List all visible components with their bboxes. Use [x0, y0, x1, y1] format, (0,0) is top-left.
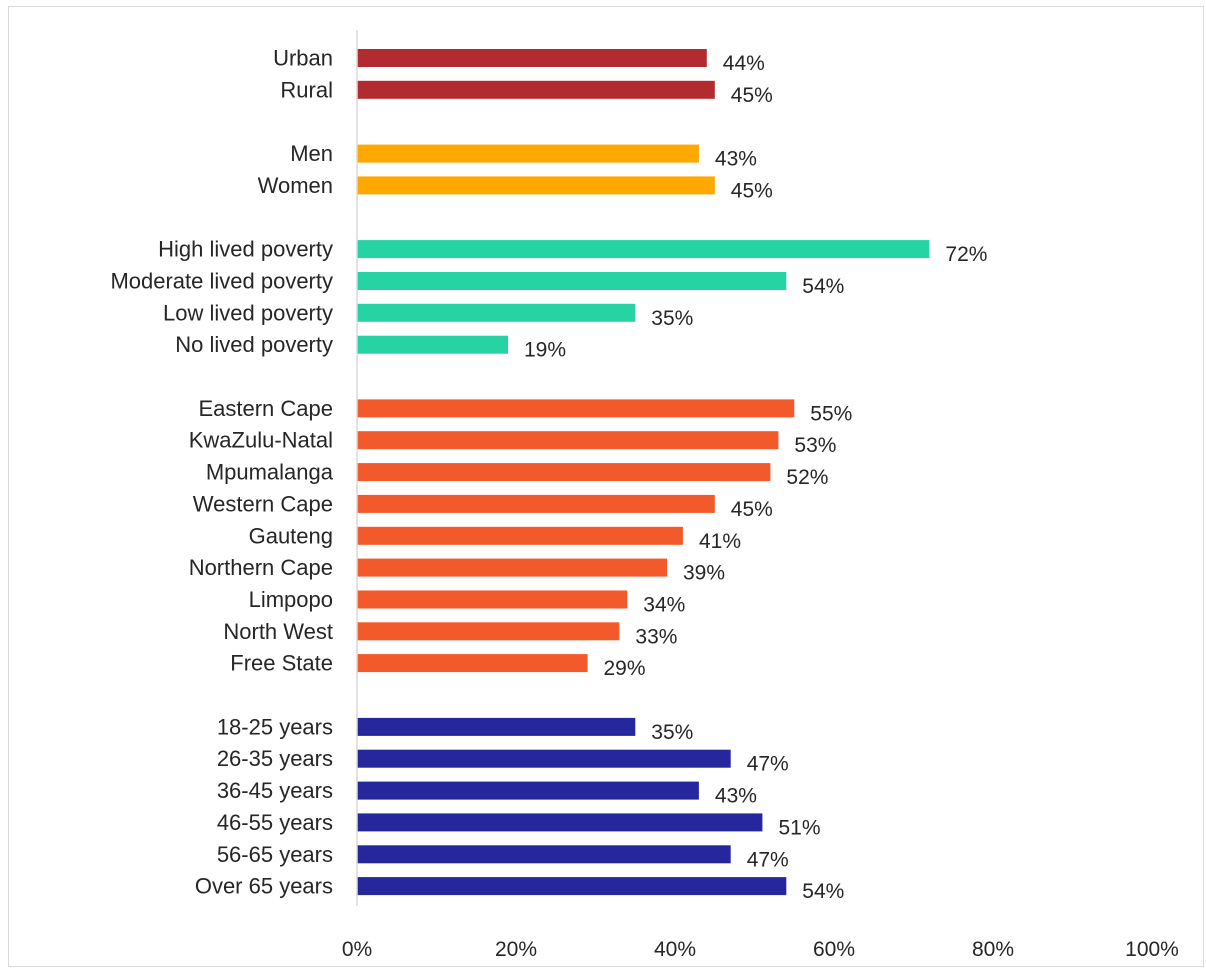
value-label-free-state: 29% — [604, 657, 646, 680]
value-label-mpumalanga: 52% — [786, 466, 828, 489]
value-label-26-35-years: 47% — [747, 753, 789, 776]
x-tick-label-40: 40% — [654, 938, 696, 961]
value-label-urban: 44% — [723, 52, 765, 75]
chart-frame — [8, 6, 1204, 967]
value-label-no-lived-poverty: 19% — [524, 339, 566, 362]
value-label-over-65-years: 54% — [802, 880, 844, 903]
bar-no-lived-poverty — [357, 335, 509, 354]
bar-limpopo — [357, 590, 628, 609]
value-label-northern-cape: 39% — [683, 562, 725, 585]
value-label-eastern-cape: 55% — [810, 402, 852, 425]
category-label-men: Men — [290, 141, 333, 166]
x-tick-label-100: 100% — [1125, 938, 1179, 961]
x-tick-label-60: 60% — [813, 938, 855, 961]
bar-women — [357, 176, 715, 195]
value-label-high-lived-poverty: 72% — [945, 243, 987, 266]
category-label-over-65-years: Over 65 years — [195, 874, 333, 899]
value-label-rural: 45% — [731, 84, 773, 107]
category-label-kwazulu-natal: KwaZulu-Natal — [189, 428, 333, 453]
value-label-18-25-years: 35% — [651, 721, 693, 744]
category-label-free-state: Free State — [230, 651, 333, 676]
x-tick-label-80: 80% — [972, 938, 1014, 961]
category-label-low-lived-poverty: Low lived poverty — [163, 300, 333, 325]
category-label-western-cape: Western Cape — [193, 491, 333, 516]
value-label-kwazulu-natal: 53% — [794, 434, 836, 457]
x-tick-label-0: 0% — [342, 938, 372, 961]
bar-rural — [357, 80, 715, 99]
value-label-women: 45% — [731, 179, 773, 202]
value-label-56-65-years: 47% — [747, 848, 789, 871]
bar-over-65-years — [357, 877, 787, 896]
value-label-limpopo: 34% — [643, 594, 685, 617]
value-label-north-west: 33% — [635, 625, 677, 648]
bar-north-west — [357, 622, 620, 641]
bar-eastern-cape — [357, 399, 795, 418]
category-label-36-45-years: 36-45 years — [217, 778, 333, 803]
value-label-western-cape: 45% — [731, 498, 773, 521]
category-label-mpumalanga: Mpumalanga — [206, 460, 334, 485]
bar-urban — [357, 49, 707, 67]
bar-kwazulu-natal — [357, 431, 779, 450]
bar-men — [357, 144, 699, 163]
category-label-northern-cape: Northern Cape — [189, 555, 333, 580]
category-label-no-lived-poverty: No lived poverty — [175, 332, 333, 357]
category-label-high-lived-poverty: High lived poverty — [158, 237, 333, 262]
category-label-gauteng: Gauteng — [249, 523, 333, 548]
category-label-46-55-years: 46-55 years — [217, 810, 333, 835]
bar-36-45-years — [357, 781, 699, 800]
category-label-women: Women — [258, 173, 333, 198]
value-label-46-55-years: 51% — [779, 816, 821, 839]
x-tick-label-20: 20% — [495, 938, 537, 961]
category-label-rural: Rural — [280, 77, 333, 102]
category-label-north-west: North West — [223, 619, 333, 644]
category-label-eastern-cape: Eastern Cape — [198, 396, 333, 421]
bar-18-25-years — [357, 717, 636, 736]
x-axis-ticks: 0% 20% 40% 60% 80% 100% — [342, 938, 1179, 961]
value-label-gauteng: 41% — [699, 530, 741, 553]
value-label-36-45-years: 43% — [715, 785, 757, 808]
category-label-56-65-years: 56-65 years — [217, 842, 333, 867]
bar-gauteng — [357, 526, 683, 545]
value-label-low-lived-poverty: 35% — [651, 307, 693, 330]
bar-western-cape — [357, 494, 715, 513]
bar-26-35-years — [357, 749, 731, 768]
value-label-men: 43% — [715, 148, 757, 171]
category-label-18-25-years: 18-25 years — [217, 714, 333, 739]
bar-free-state — [357, 654, 588, 673]
bar-moderate-lived-poverty — [357, 272, 787, 290]
value-label-moderate-lived-poverty: 54% — [802, 275, 844, 298]
labels-layer: Urban 44% Rural 45% Men 43% Women 45% High lived… — [110, 46, 987, 904]
bar-mpumalanga — [357, 463, 771, 482]
bar-low-lived-poverty — [357, 303, 636, 322]
category-label-limpopo: Limpopo — [249, 587, 333, 612]
bar-high-lived-poverty — [357, 240, 930, 259]
bar-northern-cape — [357, 558, 668, 577]
category-label-26-35-years: 26-35 years — [217, 746, 333, 771]
bars-layer — [357, 49, 930, 896]
category-label-moderate-lived-poverty: Moderate lived poverty — [110, 269, 333, 294]
bar-46-55-years — [357, 813, 763, 832]
category-label-urban: Urban — [273, 46, 333, 71]
bar-56-65-years — [357, 845, 731, 864]
